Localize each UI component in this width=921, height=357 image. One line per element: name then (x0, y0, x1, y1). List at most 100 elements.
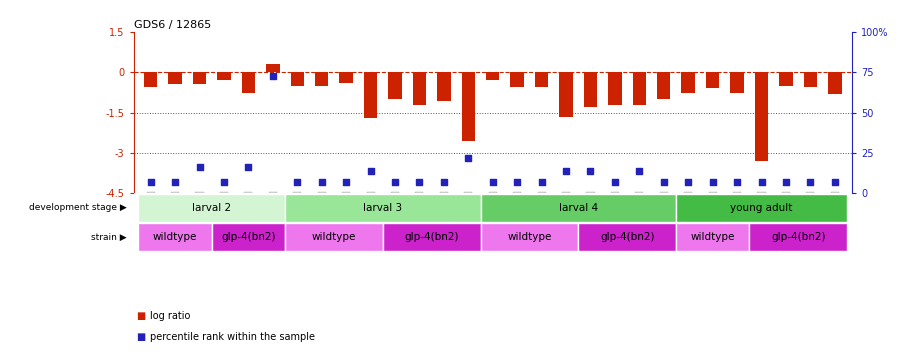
Text: GSM451: GSM451 (416, 193, 423, 222)
Bar (364, 72, 378, 118)
Point (803, 179, 818, 185)
Bar (437, 72, 450, 101)
Bar (510, 72, 524, 87)
Bar (389, 72, 402, 99)
Text: larval 4: larval 4 (559, 203, 598, 213)
Text: strain ▶: strain ▶ (91, 232, 126, 242)
Bar (481, 194, 676, 222)
Bar (340, 72, 353, 83)
Bar (192, 72, 206, 85)
Text: GSM460: GSM460 (147, 193, 154, 222)
Point (314, 179, 329, 185)
Text: glp-4(bn2): glp-4(bn2) (404, 232, 459, 242)
Point (460, 155, 475, 161)
Bar (779, 72, 793, 86)
Bar (804, 72, 817, 87)
Bar (217, 72, 230, 80)
Point (608, 179, 623, 185)
Bar (578, 223, 676, 251)
Point (412, 179, 426, 185)
Point (339, 179, 354, 185)
Text: GSM439: GSM439 (759, 193, 764, 222)
Bar (676, 194, 847, 222)
Text: wildtype: wildtype (311, 232, 356, 242)
Bar (750, 223, 847, 251)
Text: glp-4(bn2): glp-4(bn2) (221, 232, 275, 242)
Bar (144, 72, 157, 87)
Bar (705, 72, 719, 89)
Bar (266, 64, 280, 72)
Text: GSM453: GSM453 (344, 193, 349, 222)
Point (192, 165, 207, 170)
Text: wildtype: wildtype (153, 232, 197, 242)
Point (754, 179, 769, 185)
Bar (730, 72, 744, 92)
Text: GSM438: GSM438 (685, 193, 692, 222)
Point (681, 179, 695, 185)
Point (363, 168, 378, 174)
Bar (682, 72, 695, 92)
Text: GSM461: GSM461 (172, 193, 178, 222)
Point (168, 179, 182, 185)
Text: GSM458: GSM458 (660, 193, 667, 222)
Bar (535, 72, 548, 87)
Bar (755, 72, 768, 161)
Point (216, 179, 231, 185)
Point (705, 179, 720, 185)
Point (241, 165, 256, 170)
Point (144, 179, 158, 185)
Point (388, 179, 402, 185)
Bar (138, 223, 212, 251)
Point (265, 73, 280, 79)
Bar (138, 194, 285, 222)
Text: development stage ▶: development stage ▶ (29, 203, 126, 212)
Point (827, 179, 842, 185)
Text: young adult: young adult (730, 203, 793, 213)
Text: GSM442: GSM442 (734, 193, 740, 222)
Bar (584, 72, 597, 107)
Bar (241, 72, 255, 92)
Point (657, 179, 671, 185)
Bar (290, 72, 304, 86)
Text: GSM456: GSM456 (636, 193, 642, 222)
Text: GSM448: GSM448 (588, 193, 593, 222)
Point (729, 179, 744, 185)
Bar (676, 223, 750, 251)
Text: GSM455: GSM455 (441, 193, 447, 222)
Bar (383, 223, 481, 251)
Text: GSM462: GSM462 (196, 193, 203, 222)
Text: larval 2: larval 2 (192, 203, 231, 213)
Point (485, 179, 500, 185)
Text: GSM441: GSM441 (710, 193, 716, 222)
Text: GSM444: GSM444 (832, 193, 838, 222)
Point (583, 168, 598, 174)
Text: GSM449: GSM449 (319, 193, 325, 222)
Bar (413, 72, 426, 105)
Text: glp-4(bn2): glp-4(bn2) (771, 232, 825, 242)
Text: GDS6 / 12865: GDS6 / 12865 (134, 20, 211, 30)
Point (437, 179, 451, 185)
Text: wildtype: wildtype (507, 232, 552, 242)
Text: GSM447: GSM447 (392, 193, 398, 222)
Text: GSM463: GSM463 (221, 193, 227, 222)
Bar (828, 72, 842, 94)
Text: larval 3: larval 3 (363, 203, 402, 213)
Text: GSM464: GSM464 (245, 193, 251, 222)
Bar (285, 194, 481, 222)
Text: GSM440: GSM440 (783, 193, 789, 222)
Text: GSM466: GSM466 (367, 193, 374, 222)
Point (534, 179, 549, 185)
Bar (285, 223, 383, 251)
Point (778, 179, 793, 185)
Text: GSM465: GSM465 (270, 193, 275, 222)
Text: GSM450: GSM450 (514, 193, 520, 222)
Text: GSM457: GSM457 (563, 193, 569, 222)
Text: percentile rank within the sample: percentile rank within the sample (150, 332, 315, 342)
Text: log ratio: log ratio (150, 311, 191, 321)
Text: GSM452: GSM452 (612, 193, 618, 222)
Point (510, 179, 525, 185)
Bar (657, 72, 670, 99)
Point (290, 179, 305, 185)
Bar (559, 72, 573, 117)
Bar (315, 72, 329, 86)
